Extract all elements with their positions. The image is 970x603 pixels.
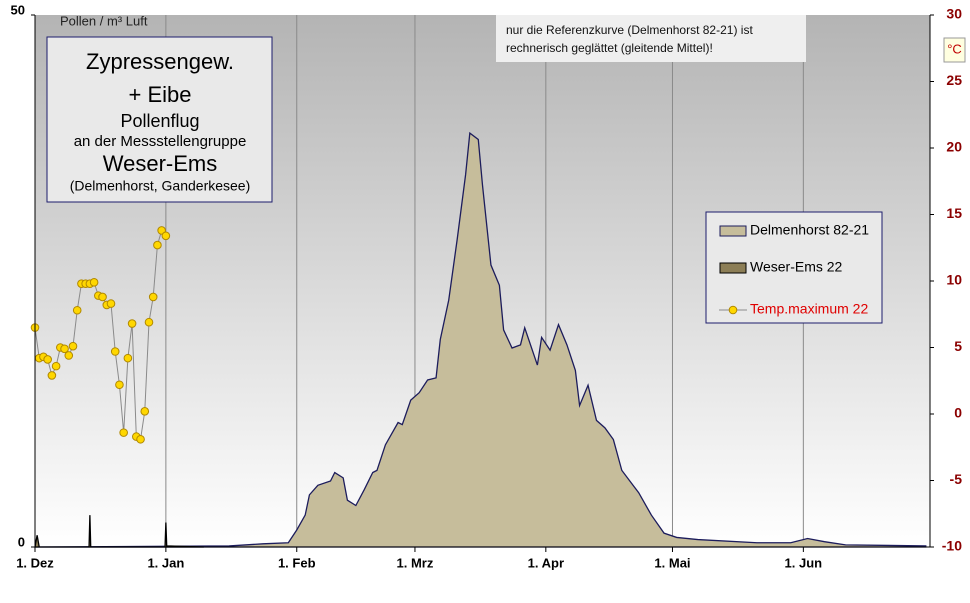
point — [47, 371, 57, 380]
x-tick-label: 1. Dez — [16, 555, 54, 570]
note-box — [496, 15, 806, 62]
point — [153, 240, 162, 250]
note-line: nur die Referenzkurve (Delmenhorst 82-21… — [506, 23, 753, 37]
point — [51, 361, 61, 371]
x-tick-label: 1. Mai — [654, 555, 690, 570]
y2-tick-label: 30 — [946, 6, 962, 22]
y2-tick-label: 25 — [946, 72, 962, 88]
point — [72, 305, 82, 315]
y2-tick-label: 10 — [946, 272, 962, 288]
y2-tick-label: -10 — [942, 538, 962, 554]
legend-swatch — [728, 305, 738, 315]
point — [110, 347, 120, 356]
point — [106, 299, 116, 308]
point — [64, 351, 74, 360]
y-tick-label: 0 — [18, 534, 25, 549]
legend-label: Delmenhorst 82-21 — [750, 222, 869, 238]
y2-tick-label: 5 — [954, 338, 962, 354]
note-line: rechnerisch geglättet (gleitende Mittel)… — [506, 41, 713, 55]
legend-label: Weser-Ems 22 — [750, 259, 843, 275]
y-tick-label: 50 — [11, 2, 25, 17]
point — [98, 292, 107, 302]
y2-tick-label: 20 — [946, 139, 962, 155]
point — [68, 341, 78, 351]
point — [144, 317, 154, 327]
y-axis-label: Pollen / m³ Luft — [60, 13, 148, 28]
area — [34, 131, 927, 548]
point — [119, 428, 128, 437]
legend-label: Temp.maximum 22 — [750, 301, 868, 317]
title-line: Weser-Ems — [103, 151, 218, 176]
y2-tick-label: 15 — [946, 205, 962, 221]
point — [115, 380, 124, 390]
title-box — [46, 36, 273, 203]
point — [60, 344, 69, 354]
x-tick-label: 1. Mrz — [397, 555, 434, 570]
title-line: Zypressengew. — [86, 49, 234, 74]
y2-label-box — [943, 37, 966, 63]
point — [161, 231, 171, 241]
point — [136, 434, 145, 444]
x-tick-label: 1. Apr — [528, 555, 564, 570]
x-tick-label: 1. Feb — [278, 555, 316, 570]
point — [123, 353, 133, 363]
y2-tick-label: -5 — [950, 471, 963, 487]
legend-swatch — [719, 262, 747, 274]
legend-entries: Delmenhorst 82-21 Weser-Ems 22 Temp.maximu… — [719, 222, 869, 317]
point — [89, 278, 99, 287]
title-line: (Delmenhorst, Ganderkesee) — [70, 178, 251, 194]
x-tick-label: 1. Jan — [147, 555, 184, 570]
legend-swatch — [719, 225, 747, 237]
point — [140, 407, 150, 416]
title-line: Pollenflug — [120, 111, 199, 131]
x-tick-label: 1. Jun — [785, 555, 823, 570]
point — [127, 319, 137, 328]
title-line: an der Messstellengruppe — [74, 133, 247, 150]
point — [148, 292, 158, 302]
y2-axis-label: °C — [947, 41, 962, 56]
point — [43, 355, 52, 364]
y2-tick-label: 0 — [954, 405, 962, 421]
title-line: + Eibe — [129, 82, 192, 107]
